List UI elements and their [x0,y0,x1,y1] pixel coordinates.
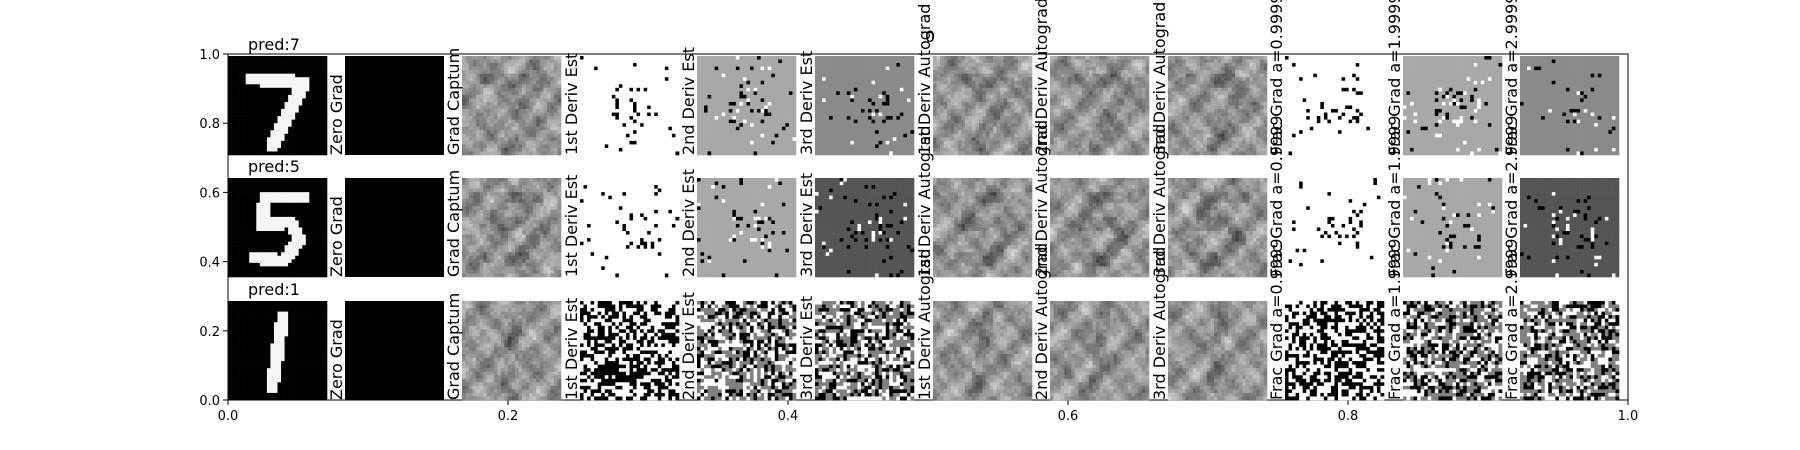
panel-r1-c6 [933,178,1033,278]
panel-r1-c3 [580,178,680,278]
x-tick-label-4: 0.8 [1338,409,1359,424]
x-tick-label-5: 1.0 [1618,409,1639,424]
column-label-r0-c6: 1st Deriv Autograd [915,4,934,155]
column-label-r1-c9: Frac Grad a=0.9999 [1267,115,1286,277]
column-label-r1-c8: 3rd Deriv Autograd [1150,124,1169,277]
row-title-0: pred:7 [248,35,300,54]
panel-r1-c4 [697,178,797,278]
panel-r0-c11 [1520,56,1620,156]
panel-r0-c0 [228,56,328,156]
column-label-r1-c1: Zero Grad [327,196,346,277]
column-label-r2-c10: Frac Grad a=1.9999 [1385,238,1404,400]
panel-r2-c1 [345,301,444,400]
column-label-r2-c1: Zero Grad [327,319,346,400]
panel-r0-c8 [1168,56,1268,156]
row-title-1: pred:5 [248,157,300,176]
column-label-r2-c4: 2nd Deriv Est [679,292,698,400]
panel-r0-c7 [1050,56,1150,156]
column-label-r0-c7: 2nd Deriv Autograd [1032,0,1051,155]
column-label-r2-c11: Frac Grad a=2.9999 [1502,238,1521,400]
column-label-r1-c3: 1st Deriv Est [562,175,581,277]
stray-title: 0 [925,27,935,46]
panel-r2-c3 [580,301,680,401]
column-label-r0-c4: 2nd Deriv Est [679,47,698,155]
row-title-2: pred:1 [248,280,300,299]
column-label-r1-c2: Grad Captum [444,170,463,277]
column-label-r2-c2: Grad Captum [444,293,463,400]
panel-r2-c0 [228,301,328,401]
y-tick-label-3: 0.6 [199,186,220,201]
panel-r2-c7 [1050,301,1150,401]
column-label-r0-c2: Grad Captum [444,48,463,155]
panel-r2-c2 [462,301,562,401]
panel-r2-c6 [933,301,1033,401]
panel-r0-c9 [1285,56,1385,156]
column-label-r0-c9: Frac Grad a=0.9999 [1267,0,1286,155]
y-tick-label-0: 0.0 [199,394,220,409]
x-tick-label-3: 0.6 [1058,409,1079,424]
x-tick-label-1: 0.2 [498,409,519,424]
y-tick-label-1: 0.2 [199,325,220,340]
panel-r1-c7 [1050,178,1150,278]
panel-r1-c9 [1285,178,1385,278]
panel-r0-c2 [462,56,562,156]
panel-r1-c0 [228,178,328,278]
image-panels [228,56,1620,401]
panel-r1-c8 [1168,178,1268,278]
panel-r1-c1 [345,178,444,277]
column-label-r1-c11: Frac Grad a=2.9999 [1502,115,1521,277]
column-label-r1-c5: 3rd Deriv Est [797,173,816,277]
panel-r2-c4 [697,301,797,401]
panel-r0-c3 [580,56,680,156]
column-label-r1-c7: 2nd Deriv Autograd [1032,120,1051,277]
column-label-r2-c9: Frac Grad a=0.9999 [1267,238,1286,400]
y-tick-label-5: 1.0 [199,48,220,63]
panel-r2-c5 [815,301,915,401]
column-label-r0-c8: 3rd Deriv Autograd [1150,2,1169,155]
y-tick-label-4: 0.8 [199,117,220,132]
column-label-r2-c6: 1st Deriv Autograd [915,249,934,400]
panel-r2-c9 [1285,301,1385,401]
panel-r2-c8 [1168,301,1268,401]
column-label-r0-c3: 1st Deriv Est [562,53,581,155]
panel-r0-c4 [697,56,797,156]
column-label-r2-c5: 3rd Deriv Est [797,296,816,400]
column-label-r2-c3: 1st Deriv Est [562,298,581,400]
panel-r2-c10 [1403,301,1503,401]
column-label-r1-c6: 1st Deriv Autograd [915,126,934,277]
y-tick-label-2: 0.4 [199,256,220,271]
panel-r0-c6 [933,56,1033,156]
axes: 0.0 0.2 0.4 0.6 0.8 1.0 0.0 0.2 0.4 0.6 0.8 1.0 [199,48,1638,424]
panel-r1-c10 [1403,178,1503,278]
panel-r2-c11 [1520,301,1620,401]
panel-r0-c5 [815,56,915,156]
panel-r1-c11 [1520,178,1620,278]
x-tick-label-2: 0.4 [778,409,799,424]
column-label-r1-c4: 2nd Deriv Est [679,169,698,277]
panel-r0-c1 [345,56,444,155]
column-label-r0-c11: Frac Grad a=2.9999 [1502,0,1521,155]
column-label-r0-c1: Zero Grad [327,74,346,155]
panel-r0-c10 [1403,56,1503,156]
column-label-r2-c7: 2nd Deriv Autograd [1032,243,1051,400]
panel-labels: pred:7 Zero Grad Grad Captum 1st Deriv Est 2… [248,0,1521,400]
column-label-r0-c5: 3rd Deriv Est [797,51,816,155]
panel-r1-c5 [815,178,915,278]
x-tick-label-0: 0.0 [218,409,239,424]
column-label-r0-c10: Frac Grad a=1.9999 [1385,0,1404,155]
column-label-r1-c10: Frac Grad a=1.9999 [1385,115,1404,277]
panel-r1-c2 [462,178,562,278]
column-label-r2-c8: 3rd Deriv Autograd [1150,247,1169,400]
